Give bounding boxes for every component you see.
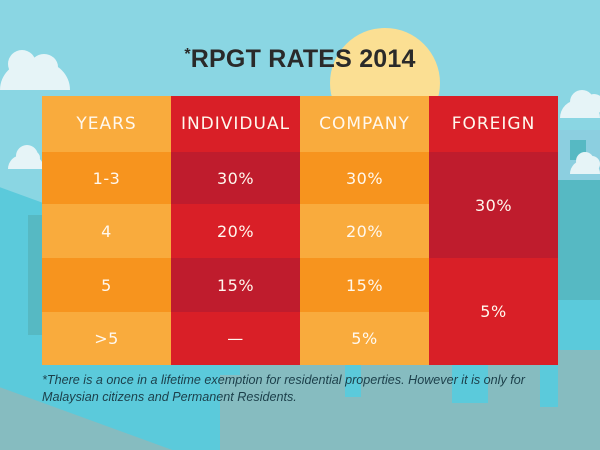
cell-individual: — [171, 312, 300, 365]
cell-years: >5 [42, 312, 171, 365]
cell-foreign: 30% [429, 152, 558, 258]
title-asterisk: * [184, 46, 191, 63]
cloud-icon [570, 152, 600, 174]
cell-foreign: 5% [429, 258, 558, 365]
building-background [28, 215, 44, 335]
cloud-icon [8, 145, 44, 169]
building-background [200, 365, 240, 375]
header-company: COMPANY [300, 96, 429, 152]
cell-individual: 15% [171, 258, 300, 312]
cell-company: 20% [300, 204, 429, 258]
cell-company: 30% [300, 152, 429, 204]
cloud-icon [0, 50, 70, 90]
header-years: YEARS [42, 96, 171, 152]
building-background [540, 365, 558, 407]
building-background [452, 365, 488, 403]
cell-years: 4 [42, 204, 171, 258]
building-background [96, 365, 114, 395]
cell-years: 1-3 [42, 152, 171, 204]
footnote: *There is a once in a lifetime exemption… [42, 373, 525, 404]
title-text: RPGT RATES 2014 [190, 45, 416, 73]
header-individual: INDIVIDUAL [171, 96, 300, 152]
cell-company: 5% [300, 312, 429, 365]
cloud-icon [560, 90, 600, 118]
cell-individual: 20% [171, 204, 300, 258]
cell-individual: 30% [171, 152, 300, 204]
rpgt-rate-table: YEARS INDIVIDUAL COMPANY FOREIGN 1-3 30%… [42, 96, 558, 365]
building-background [556, 300, 600, 350]
cell-years: 5 [42, 258, 171, 312]
building-background [345, 365, 361, 397]
page-title: *RPGT RATES 2014 [0, 45, 600, 74]
header-foreign: FOREIGN [429, 96, 558, 152]
cell-company: 15% [300, 258, 429, 312]
building-background [52, 365, 78, 385]
